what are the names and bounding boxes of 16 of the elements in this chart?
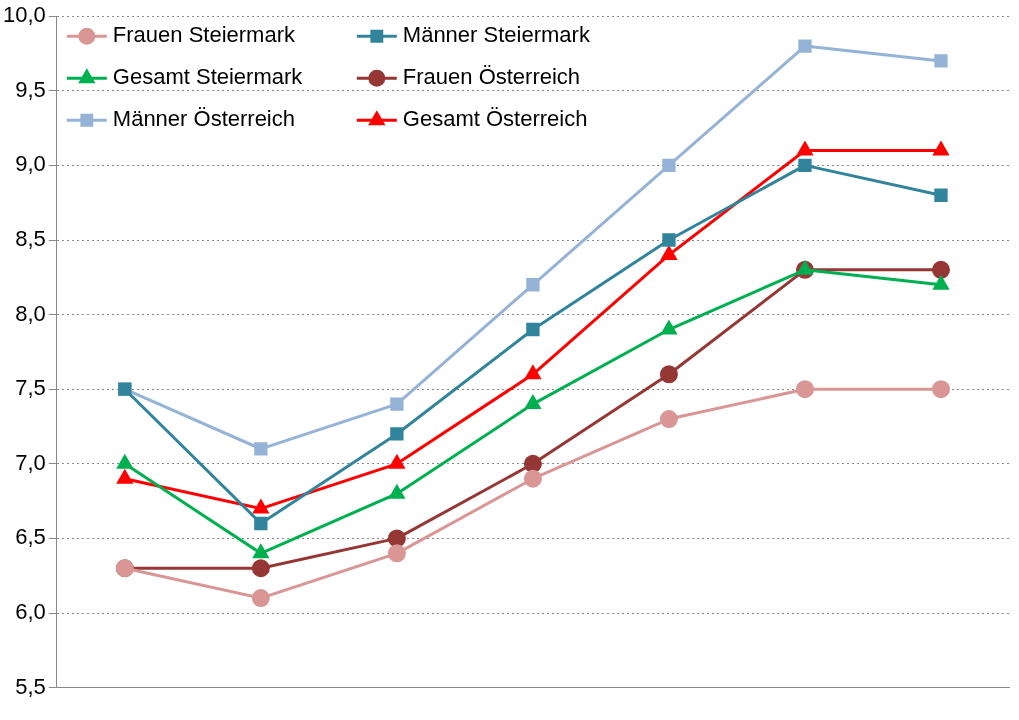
legend-label: Männer Österreich (112, 106, 296, 132)
y-tick-label: 10,0 (2, 2, 46, 28)
legend-label: Frauen Steiermark (112, 22, 296, 48)
y-tick-label: 5,5 (15, 673, 46, 699)
y-tick-label: 6,5 (15, 524, 46, 550)
y-tick-label: 7,5 (15, 375, 46, 401)
y-tick-label: 6,0 (15, 599, 46, 625)
legend-label: Männer Steiermark (402, 22, 591, 48)
y-tick-label: 9,0 (15, 151, 46, 177)
legend-label: Gesamt Österreich (402, 106, 588, 132)
legend-label: Gesamt Steiermark (112, 64, 304, 90)
y-tick-label: 7,0 (15, 449, 46, 475)
y-tick-label: 9,5 (15, 76, 46, 102)
y-tick-label: 8,0 (15, 300, 46, 326)
legend-label: Frauen Österreich (402, 64, 581, 90)
y-tick-label: 8,5 (15, 226, 46, 252)
